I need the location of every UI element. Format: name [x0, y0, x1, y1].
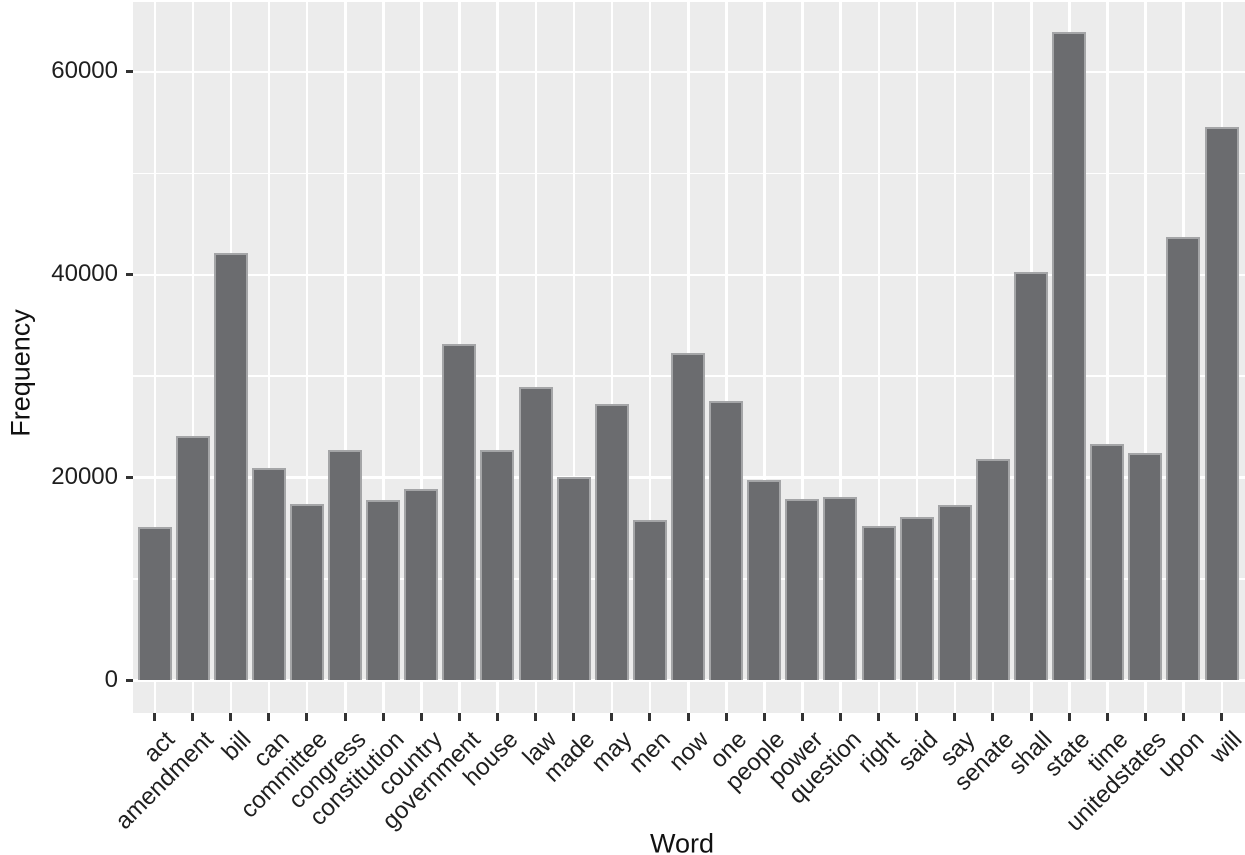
y-axis-title: Frequency — [5, 309, 36, 437]
gridline-vertical-one — [725, 2, 728, 713]
bar-say — [937, 505, 972, 681]
bar-right — [861, 526, 896, 681]
y-tick-label-60000: 60000 — [51, 56, 118, 84]
gridline-vertical-amendment — [191, 2, 195, 713]
bar-now — [671, 352, 706, 681]
x-tick-mark-will — [1220, 713, 1224, 721]
bar-congress — [328, 450, 363, 681]
bar-state — [1052, 32, 1087, 681]
gridline-vertical-unitedstates — [1144, 2, 1147, 713]
y-tick-mark-20000 — [126, 476, 133, 480]
x-tick-mark-one — [724, 713, 728, 721]
x-tick-mark-question — [838, 713, 842, 721]
bar-act — [137, 527, 172, 681]
bar-law — [518, 387, 553, 681]
gridline-vertical-constitution — [382, 2, 385, 713]
bar-power — [785, 498, 820, 681]
bar-senate — [975, 459, 1010, 681]
bar-one — [709, 400, 744, 681]
bar-bill — [213, 252, 248, 681]
gridline-vertical-people — [763, 2, 766, 713]
gridline-vertical-made — [572, 2, 576, 713]
x-tick-mark-act — [153, 713, 156, 721]
x-tick-mark-said — [915, 713, 919, 721]
bar-government — [442, 343, 477, 681]
gridline-vertical-say — [953, 2, 957, 713]
x-tick-mark-government — [457, 713, 461, 721]
bar-constitution — [366, 499, 401, 681]
bar-upon — [1166, 237, 1201, 681]
gridline-vertical-power — [801, 2, 804, 713]
bar-made — [556, 476, 591, 681]
bar-house — [480, 450, 515, 681]
bar-said — [899, 517, 934, 681]
x-tick-mark-senate — [991, 713, 995, 721]
bar-men — [632, 520, 667, 681]
x-tick-mark-people — [762, 713, 766, 721]
bar-time — [1090, 444, 1125, 681]
bar-committee — [289, 504, 324, 681]
gridline-vertical-right — [877, 2, 881, 713]
x-tick-mark-right — [877, 713, 881, 721]
gridline-major-0 — [133, 679, 1245, 682]
bar-country — [404, 488, 439, 681]
x-tick-mark-committee — [305, 713, 309, 721]
gridline-major-40000 — [133, 273, 1245, 277]
bar-people — [747, 479, 782, 681]
x-tick-mark-may — [610, 713, 614, 721]
x-tick-mark-time — [1105, 713, 1109, 721]
x-tick-mark-bill — [229, 713, 233, 721]
y-tick-mark-40000 — [126, 273, 133, 277]
x-tick-mark-congress — [343, 713, 347, 721]
gridline-vertical-may — [610, 2, 614, 713]
x-tick-label-will: will — [1205, 726, 1245, 769]
x-tick-mark-amendment — [191, 713, 195, 721]
gridline-minor-50000 — [133, 172, 1245, 175]
gridline-vertical-can — [267, 2, 271, 713]
x-tick-mark-made — [572, 713, 576, 721]
bar-question — [823, 496, 858, 681]
bar-can — [251, 467, 286, 681]
x-tick-mark-can — [267, 713, 271, 721]
y-tick-mark-0 — [126, 679, 133, 682]
x-tick-mark-law — [534, 713, 538, 721]
gridline-vertical-question — [839, 2, 842, 713]
x-tick-mark-shall — [1029, 713, 1033, 721]
x-tick-mark-now — [686, 713, 690, 721]
y-tick-label-0: 0 — [104, 665, 118, 693]
gridline-vertical-house — [496, 2, 499, 713]
y-tick-label-20000: 20000 — [51, 462, 118, 490]
bar-may — [594, 403, 629, 681]
gridline-vertical-men — [648, 2, 652, 713]
x-tick-mark-state — [1067, 713, 1071, 721]
x-tick-mark-power — [800, 713, 804, 721]
x-tick-mark-men — [648, 713, 652, 721]
gridline-vertical-senate — [991, 2, 995, 713]
bar-unitedstates — [1128, 453, 1163, 681]
x-tick-mark-house — [495, 713, 499, 721]
gridline-vertical-act — [153, 2, 156, 713]
y-tick-label-40000: 40000 — [51, 259, 118, 287]
bar-shall — [1014, 271, 1049, 681]
x-tick-label-bill: bill — [216, 726, 257, 766]
gridline-vertical-law — [534, 2, 538, 713]
x-tick-mark-say — [953, 713, 957, 721]
gridline-vertical-country — [420, 2, 423, 713]
x-tick-mark-constitution — [381, 713, 385, 721]
gridline-vertical-time — [1106, 2, 1109, 713]
x-axis-title: Word — [649, 828, 715, 855]
x-tick-mark-unitedstates — [1143, 713, 1147, 721]
bar-amendment — [175, 436, 210, 681]
gridline-major-60000 — [133, 70, 1245, 74]
x-tick-mark-country — [419, 713, 423, 721]
bar-will — [1204, 126, 1239, 681]
y-tick-mark-60000 — [126, 70, 133, 74]
gridline-vertical-congress — [344, 2, 347, 713]
plot-panel — [133, 2, 1245, 713]
gridline-vertical-said — [915, 2, 919, 713]
gridline-vertical-committee — [305, 2, 309, 713]
x-tick-mark-upon — [1181, 713, 1185, 721]
